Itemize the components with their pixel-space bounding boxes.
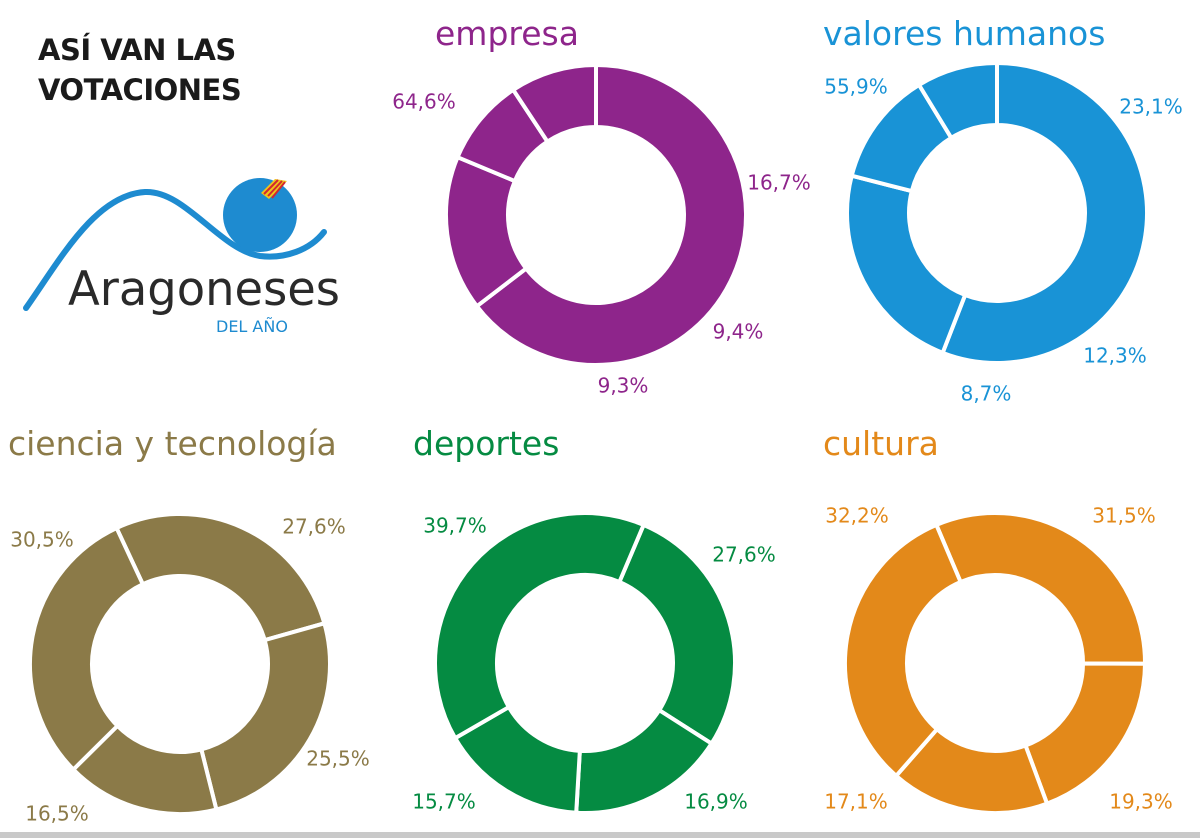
donut-slice: [845, 173, 968, 355]
donut-slice: [917, 61, 999, 140]
slice-label: 9,3%: [598, 374, 649, 398]
slice-label: 17,1%: [824, 790, 888, 814]
donut-slice: [474, 63, 748, 367]
donut-slice: [433, 511, 646, 741]
logo-mountain-swoosh: [23, 188, 327, 311]
slice-label: 15,7%: [412, 790, 476, 814]
slice-label: 31,5%: [1092, 504, 1156, 528]
logo-subtitle: DEL AÑO: [216, 317, 288, 336]
donut-chart-2: valores humanos 55,9% 23,1% 12,3% 8,7%: [823, 14, 1183, 406]
slice-label: 55,9%: [824, 75, 888, 99]
slice-label: 30,5%: [10, 528, 74, 552]
slice-label: 19,3%: [1109, 790, 1173, 814]
chart-title: valores humanos: [823, 14, 1105, 53]
slice-label: 25,5%: [306, 747, 370, 771]
chart-title: ciencia y tecnología: [8, 424, 337, 463]
slice-label: 16,7%: [747, 171, 811, 195]
bottom-rule: [0, 832, 1200, 838]
donut-slice: [114, 512, 327, 643]
donut-slice: [617, 522, 737, 746]
donut-slice: [1023, 661, 1147, 806]
donut-slice: [199, 621, 332, 812]
headline-line-1: ASÍ VAN LAS: [38, 33, 236, 67]
logo-flag-icon: [261, 179, 287, 199]
donut-slice: [843, 522, 963, 778]
slice-label: 16,5%: [25, 802, 89, 826]
donut-chart-5: cultura 31,5% 19,3% 17,1% 32,2%: [823, 424, 1173, 815]
slice-label: 23,1%: [1119, 95, 1183, 119]
donut-chart-4: deportes 27,6% 16,9% 15,7% 39,7%: [412, 424, 776, 815]
logo-sun: [223, 178, 297, 252]
chart-title: deportes: [413, 424, 559, 463]
donut-chart-1: empresa 64,6% 16,7% 9,4% 9,3%: [392, 14, 811, 398]
slice-label: 39,7%: [423, 514, 487, 538]
donut-slice: [940, 61, 1149, 365]
chart-title: cultura: [823, 424, 939, 463]
chart-title: empresa: [435, 14, 579, 53]
headline-line-2: VOTACIONES: [38, 73, 242, 107]
slice-label: 8,7%: [961, 382, 1012, 406]
slice-label: 32,2%: [825, 504, 889, 528]
slice-label: 27,6%: [282, 515, 346, 539]
slice-label: 27,6%: [712, 543, 776, 567]
slice-label: 12,3%: [1083, 344, 1147, 368]
slice-label: 64,6%: [392, 90, 456, 114]
page-headline: ASÍ VAN LAS VOTACIONES: [38, 30, 242, 110]
aragoneses-logo: Aragoneses DEL AÑO: [23, 178, 340, 336]
donut-slice: [511, 63, 598, 144]
donut-slice: [934, 511, 1148, 666]
slice-label: 16,9%: [684, 790, 748, 814]
donut-chart-3: ciencia y tecnología 27,6% 25,5% 16,5% 30,5%: [8, 424, 370, 826]
donut-slice: [28, 526, 145, 772]
slice-label: 9,4%: [713, 320, 764, 344]
logo-wordmark: Aragoneses: [68, 262, 340, 317]
